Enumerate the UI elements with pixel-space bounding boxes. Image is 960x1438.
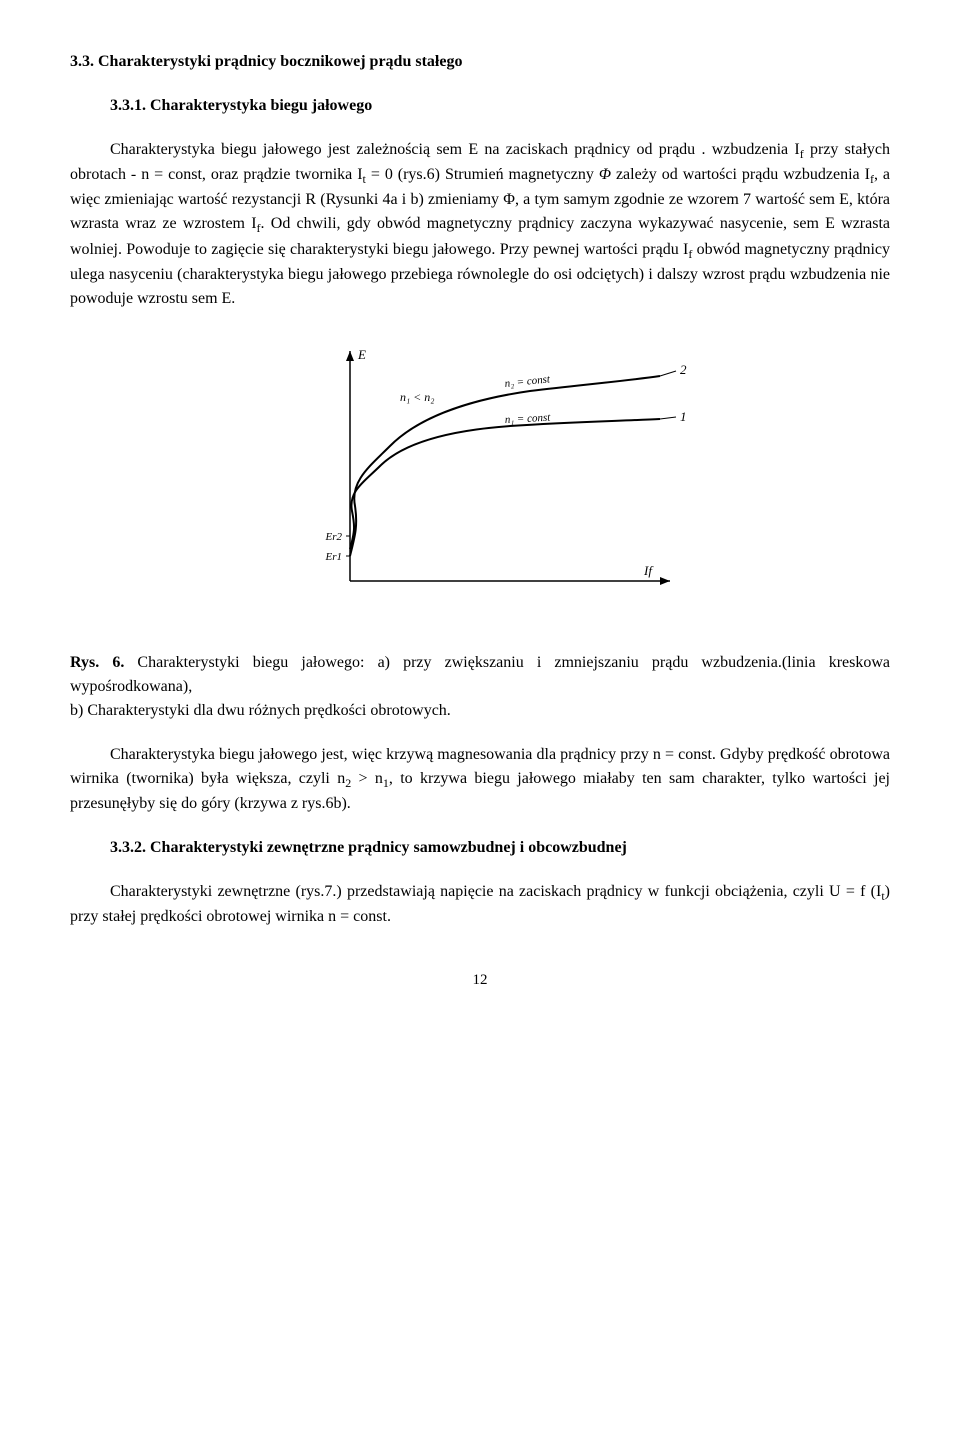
- para3-text-1: Charakterystyki zewnętrzne (rys.7.) prze…: [110, 883, 881, 900]
- figure-6-caption: Rys. 6. Charakterystyki biegu jałowego: …: [70, 651, 890, 723]
- figcaption-label: Rys. 6.: [70, 654, 124, 671]
- para1-text-1: Charakterystyka biegu jałowego jest zale…: [110, 141, 800, 158]
- page-number: 12: [70, 969, 890, 992]
- chart-svg: E If Er2 Er1 n₁ < n₂ n₂ = const n₁ = const 2 1: [270, 331, 690, 621]
- svg-text:n₁ = const: n₁ = const: [505, 411, 552, 425]
- figcaption-text-a: Charakterystyki biegu jałowego: a) przy …: [70, 654, 890, 695]
- paragraph-3: Charakterystyki zewnętrzne (rys.7.) prze…: [70, 880, 890, 929]
- paragraph-2: Charakterystyka biegu jałowego jest, wię…: [70, 743, 890, 816]
- section-heading-3-3-1: 3.3.1. Charakterystyka biegu jałowego: [70, 94, 890, 118]
- section-heading-3-3: 3.3. Charakterystyki prądnicy bocznikowe…: [70, 50, 890, 74]
- para1-text-3: = 0 (rys.6) Strumień magnetyczny: [366, 166, 599, 183]
- svg-text:E: E: [357, 347, 366, 362]
- svg-text:2: 2: [680, 362, 687, 377]
- svg-text:n₂ = const: n₂ = const: [504, 373, 551, 390]
- svg-text:If: If: [643, 563, 654, 578]
- paragraph-1: Charakterystyka biegu jałowego jest zale…: [70, 138, 890, 311]
- figure-6: E If Er2 Er1 n₁ < n₂ n₂ = const n₁ = const 2 1: [70, 331, 890, 621]
- para1-text-4: zależy od wartości prądu wzbudzenia I: [611, 166, 870, 183]
- svg-text:Er1: Er1: [325, 551, 343, 563]
- para1-phi: Φ: [599, 166, 611, 183]
- para2-text-2: > n: [351, 770, 383, 787]
- section-heading-3-3-2: 3.3.2. Charakterystyki zewnętrzne prądni…: [70, 836, 890, 860]
- svg-text:Er2: Er2: [325, 531, 343, 543]
- svg-text:1: 1: [680, 409, 687, 424]
- svg-text:n₁ < n₂: n₁ < n₂: [400, 390, 434, 404]
- figcaption-text-b: b) Charakterystyki dla dwu różnych prędk…: [70, 702, 451, 719]
